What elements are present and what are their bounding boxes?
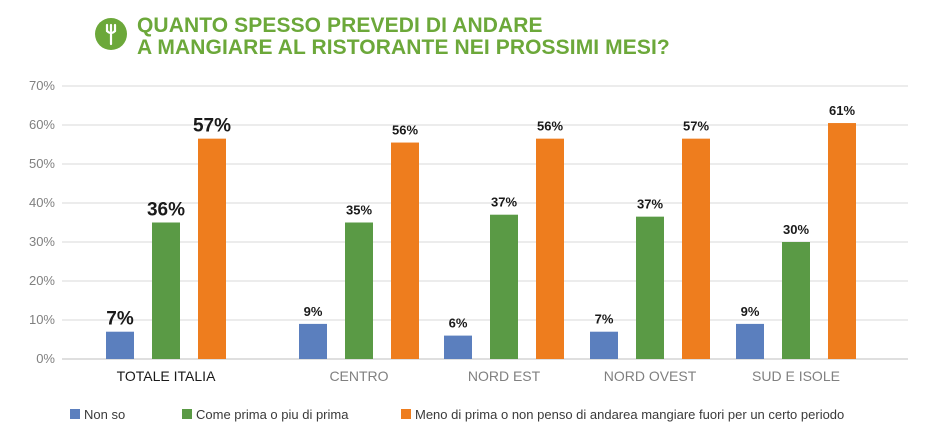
y-tick-label: 50% <box>29 156 55 171</box>
x-tick-label-nord-est: NORD EST <box>468 368 541 384</box>
bar-sud-e-isole-meno-di-prima-o-non- <box>828 123 856 359</box>
data-label-nord-est: 37% <box>491 195 517 210</box>
fork-icon <box>95 18 127 50</box>
bar-nord-est-come-prima-o-piu-di- <box>490 214 518 359</box>
legend-label-non-so: Non so <box>84 406 126 422</box>
legend-item-meno-di-prima: Meno di prima o non penso di andarea man… <box>401 406 844 422</box>
bar-sud-e-isole-non-so <box>736 323 764 359</box>
data-label-totale-italia: 7% <box>106 309 134 330</box>
x-axis-ticks: TOTALE ITALIA CENTRO NORD EST NORD OVEST SUD… <box>117 368 840 384</box>
data-label-sud-e-isole: 9% <box>741 304 760 319</box>
y-tick-label: 70% <box>29 78 55 93</box>
legend-item-come-prima: Come prima o piu di prima <box>182 406 348 422</box>
data-label-nord-ovest: 37% <box>637 197 663 212</box>
data-label-nord-est: 56% <box>537 119 563 134</box>
bar-nord-est-meno-di-prima-o-non- <box>536 138 564 359</box>
bar-nord-ovest-meno-di-prima-o-non- <box>682 138 710 359</box>
y-tick-label: 40% <box>29 195 55 210</box>
bar-sud-e-isole-come-prima-o-piu-di- <box>782 242 810 359</box>
x-tick-label-sud-e-isole: SUD E ISOLE <box>752 368 840 384</box>
bar-nord-ovest-come-prima-o-piu-di- <box>636 216 664 359</box>
data-label-sud-e-isole: 61% <box>829 103 855 118</box>
data-label-centro: 56% <box>392 123 418 138</box>
bar-centro-meno-di-prima-o-non- <box>391 142 419 359</box>
data-label-centro: 35% <box>346 203 372 218</box>
y-axis-ticks: 0% 10% 20% 30% 40% 50% 60% 70% <box>29 78 55 366</box>
y-tick-label: 10% <box>29 312 55 327</box>
chart-title-line-1: QUANTO SPESSO PREVEDI DI ANDARE <box>137 14 543 37</box>
chart-title-line-2: A MANGIARE AL RISTORANTE NEI PROSSIMI ME… <box>137 36 670 59</box>
bar-totale-italia-meno-di-prima-o-non- <box>198 138 226 359</box>
bar-labels: 7% 36% 57% 9% 35% 56% 6% 37% 56% 7% 37% 57% 9% 30% 61% <box>106 103 855 331</box>
y-tick-label: 60% <box>29 117 55 132</box>
y-tick-label: 30% <box>29 234 55 249</box>
legend-label-come-prima: Come prima o piu di prima <box>196 406 349 422</box>
legend-swatch-meno-di-prima <box>401 409 411 419</box>
grid-lines <box>62 85 908 360</box>
y-tick-label: 20% <box>29 273 55 288</box>
data-label-totale-italia: 36% <box>147 200 185 221</box>
legend-swatch-non-so <box>70 409 80 419</box>
legend-swatch-come-prima <box>182 409 192 419</box>
x-tick-label-nord-ovest: NORD OVEST <box>604 368 697 384</box>
bar-nord-est-non-so <box>444 335 472 359</box>
data-label-sud-e-isole: 30% <box>783 222 809 237</box>
legend-item-non-so: Non so <box>70 406 125 422</box>
bar-centro-non-so <box>299 323 327 359</box>
data-label-nord-est: 6% <box>449 316 468 331</box>
data-label-nord-ovest: 57% <box>683 119 709 134</box>
bar-nord-ovest-non-so <box>590 331 618 359</box>
bars <box>106 123 856 359</box>
bar-chart: 0% 10% 20% 30% 40% 50% 60% 70% 7% 36% 57% 9% 35% 56%… <box>29 78 908 384</box>
x-tick-label-totale-italia: TOTALE ITALIA <box>117 368 216 384</box>
legend-label-meno-di-prima: Meno di prima o non penso di andarea man… <box>415 406 845 422</box>
data-label-nord-ovest: 7% <box>595 312 614 327</box>
data-label-centro: 9% <box>304 304 323 319</box>
bar-totale-italia-come-prima-o-piu-di- <box>152 222 180 359</box>
bar-totale-italia-non-so <box>106 331 134 359</box>
data-label-totale-italia: 57% <box>193 116 231 137</box>
y-tick-label: 0% <box>36 351 55 366</box>
x-tick-label-centro: CENTRO <box>329 368 388 384</box>
chart-header: QUANTO SPESSO PREVEDI DI ANDARE A MANGIA… <box>95 12 795 62</box>
bar-centro-come-prima-o-piu-di- <box>345 222 373 359</box>
